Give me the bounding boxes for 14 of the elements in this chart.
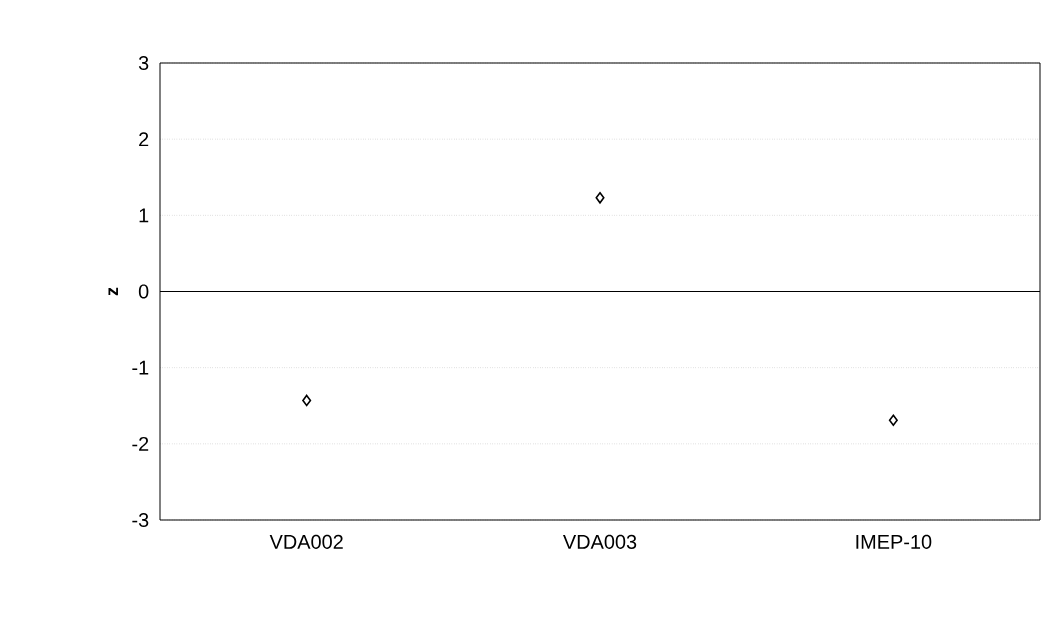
y-tick-label: 3 bbox=[138, 55, 149, 71]
y-tick-label: -2 bbox=[132, 436, 149, 451]
y-axis-title: z bbox=[108, 287, 118, 296]
y-tick-label: 0 bbox=[138, 284, 149, 299]
point bbox=[302, 394, 312, 407]
y-tick-label: 1 bbox=[139, 208, 149, 223]
x-tick-label: VDA002 bbox=[269, 534, 343, 549]
point bbox=[888, 414, 898, 426]
y-tick-label: -1 bbox=[132, 360, 149, 375]
x-tick-label: IMEP-10 bbox=[856, 534, 932, 549]
y-tick-label: -3 bbox=[132, 512, 149, 528]
x-tick-label: VDA003 bbox=[562, 534, 637, 549]
point bbox=[595, 192, 605, 204]
y-tick-label: 2 bbox=[139, 132, 149, 147]
